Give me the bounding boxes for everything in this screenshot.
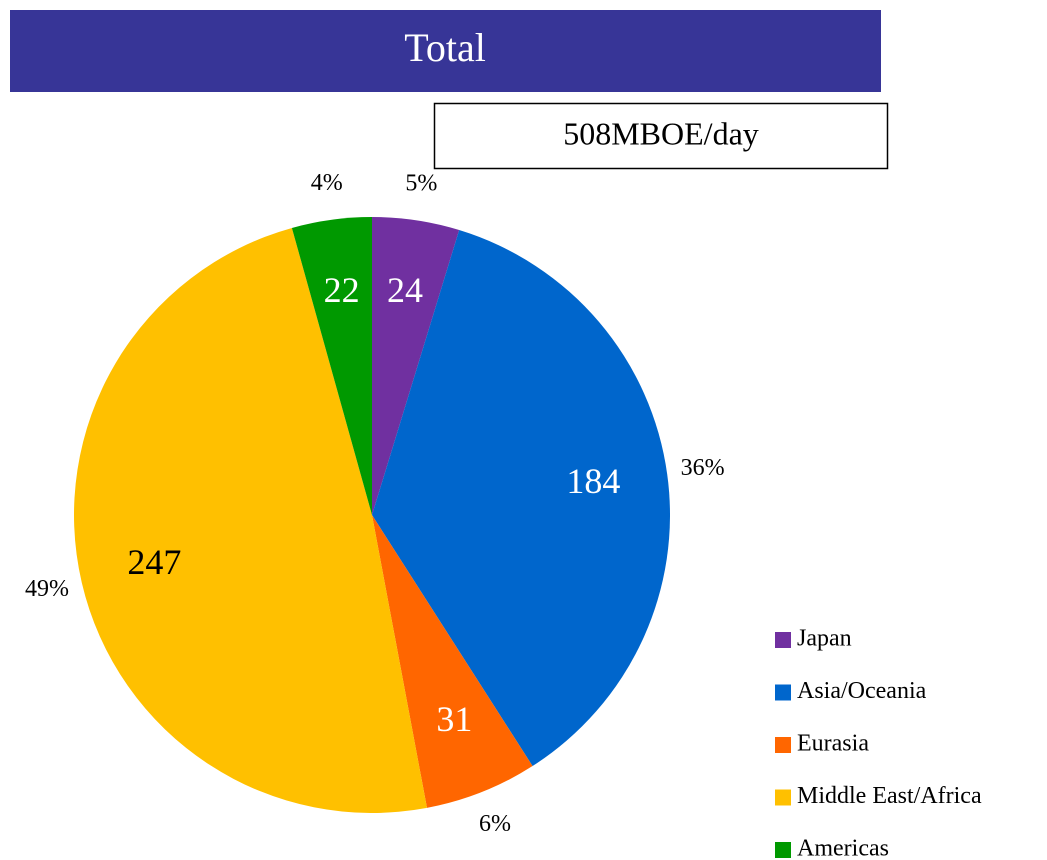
pie-slice bbox=[372, 217, 460, 515]
legend-label: Asia/Oceania bbox=[797, 678, 927, 704]
chart-title: Total bbox=[404, 25, 486, 70]
legend-label: Eurasia bbox=[797, 731, 869, 757]
pie-slice bbox=[74, 227, 427, 813]
legend-swatch bbox=[775, 842, 791, 858]
subtitle-box bbox=[433, 102, 889, 170]
legend-swatch bbox=[775, 789, 791, 806]
pie-slice bbox=[372, 515, 533, 808]
title-bar bbox=[10, 10, 881, 92]
slice-percent-label: 49% bbox=[25, 576, 69, 602]
slice-value-label: 24 bbox=[387, 270, 423, 310]
legend-label: Americas bbox=[797, 836, 889, 860]
pie-slice bbox=[291, 217, 372, 515]
legend-label: Japan bbox=[797, 626, 852, 652]
chart-subtitle: 508MBOE/day bbox=[563, 115, 759, 151]
legend-swatch bbox=[775, 737, 791, 753]
slice-value-label: 22 bbox=[324, 270, 360, 310]
legend-label: Middle East/Africa bbox=[797, 783, 982, 809]
slice-percent-label: 5% bbox=[405, 170, 437, 196]
pie-slice bbox=[372, 230, 671, 767]
legend-swatch bbox=[775, 632, 791, 648]
slice-percent-label: 6% bbox=[479, 811, 511, 837]
slice-value-label: 31 bbox=[436, 699, 472, 739]
slice-value-label: 247 bbox=[127, 542, 181, 582]
legend-swatch bbox=[775, 684, 791, 701]
slice-percent-label: 36% bbox=[681, 455, 725, 481]
slice-value-label: 184 bbox=[566, 461, 620, 501]
slice-percent-label: 4% bbox=[311, 170, 343, 196]
